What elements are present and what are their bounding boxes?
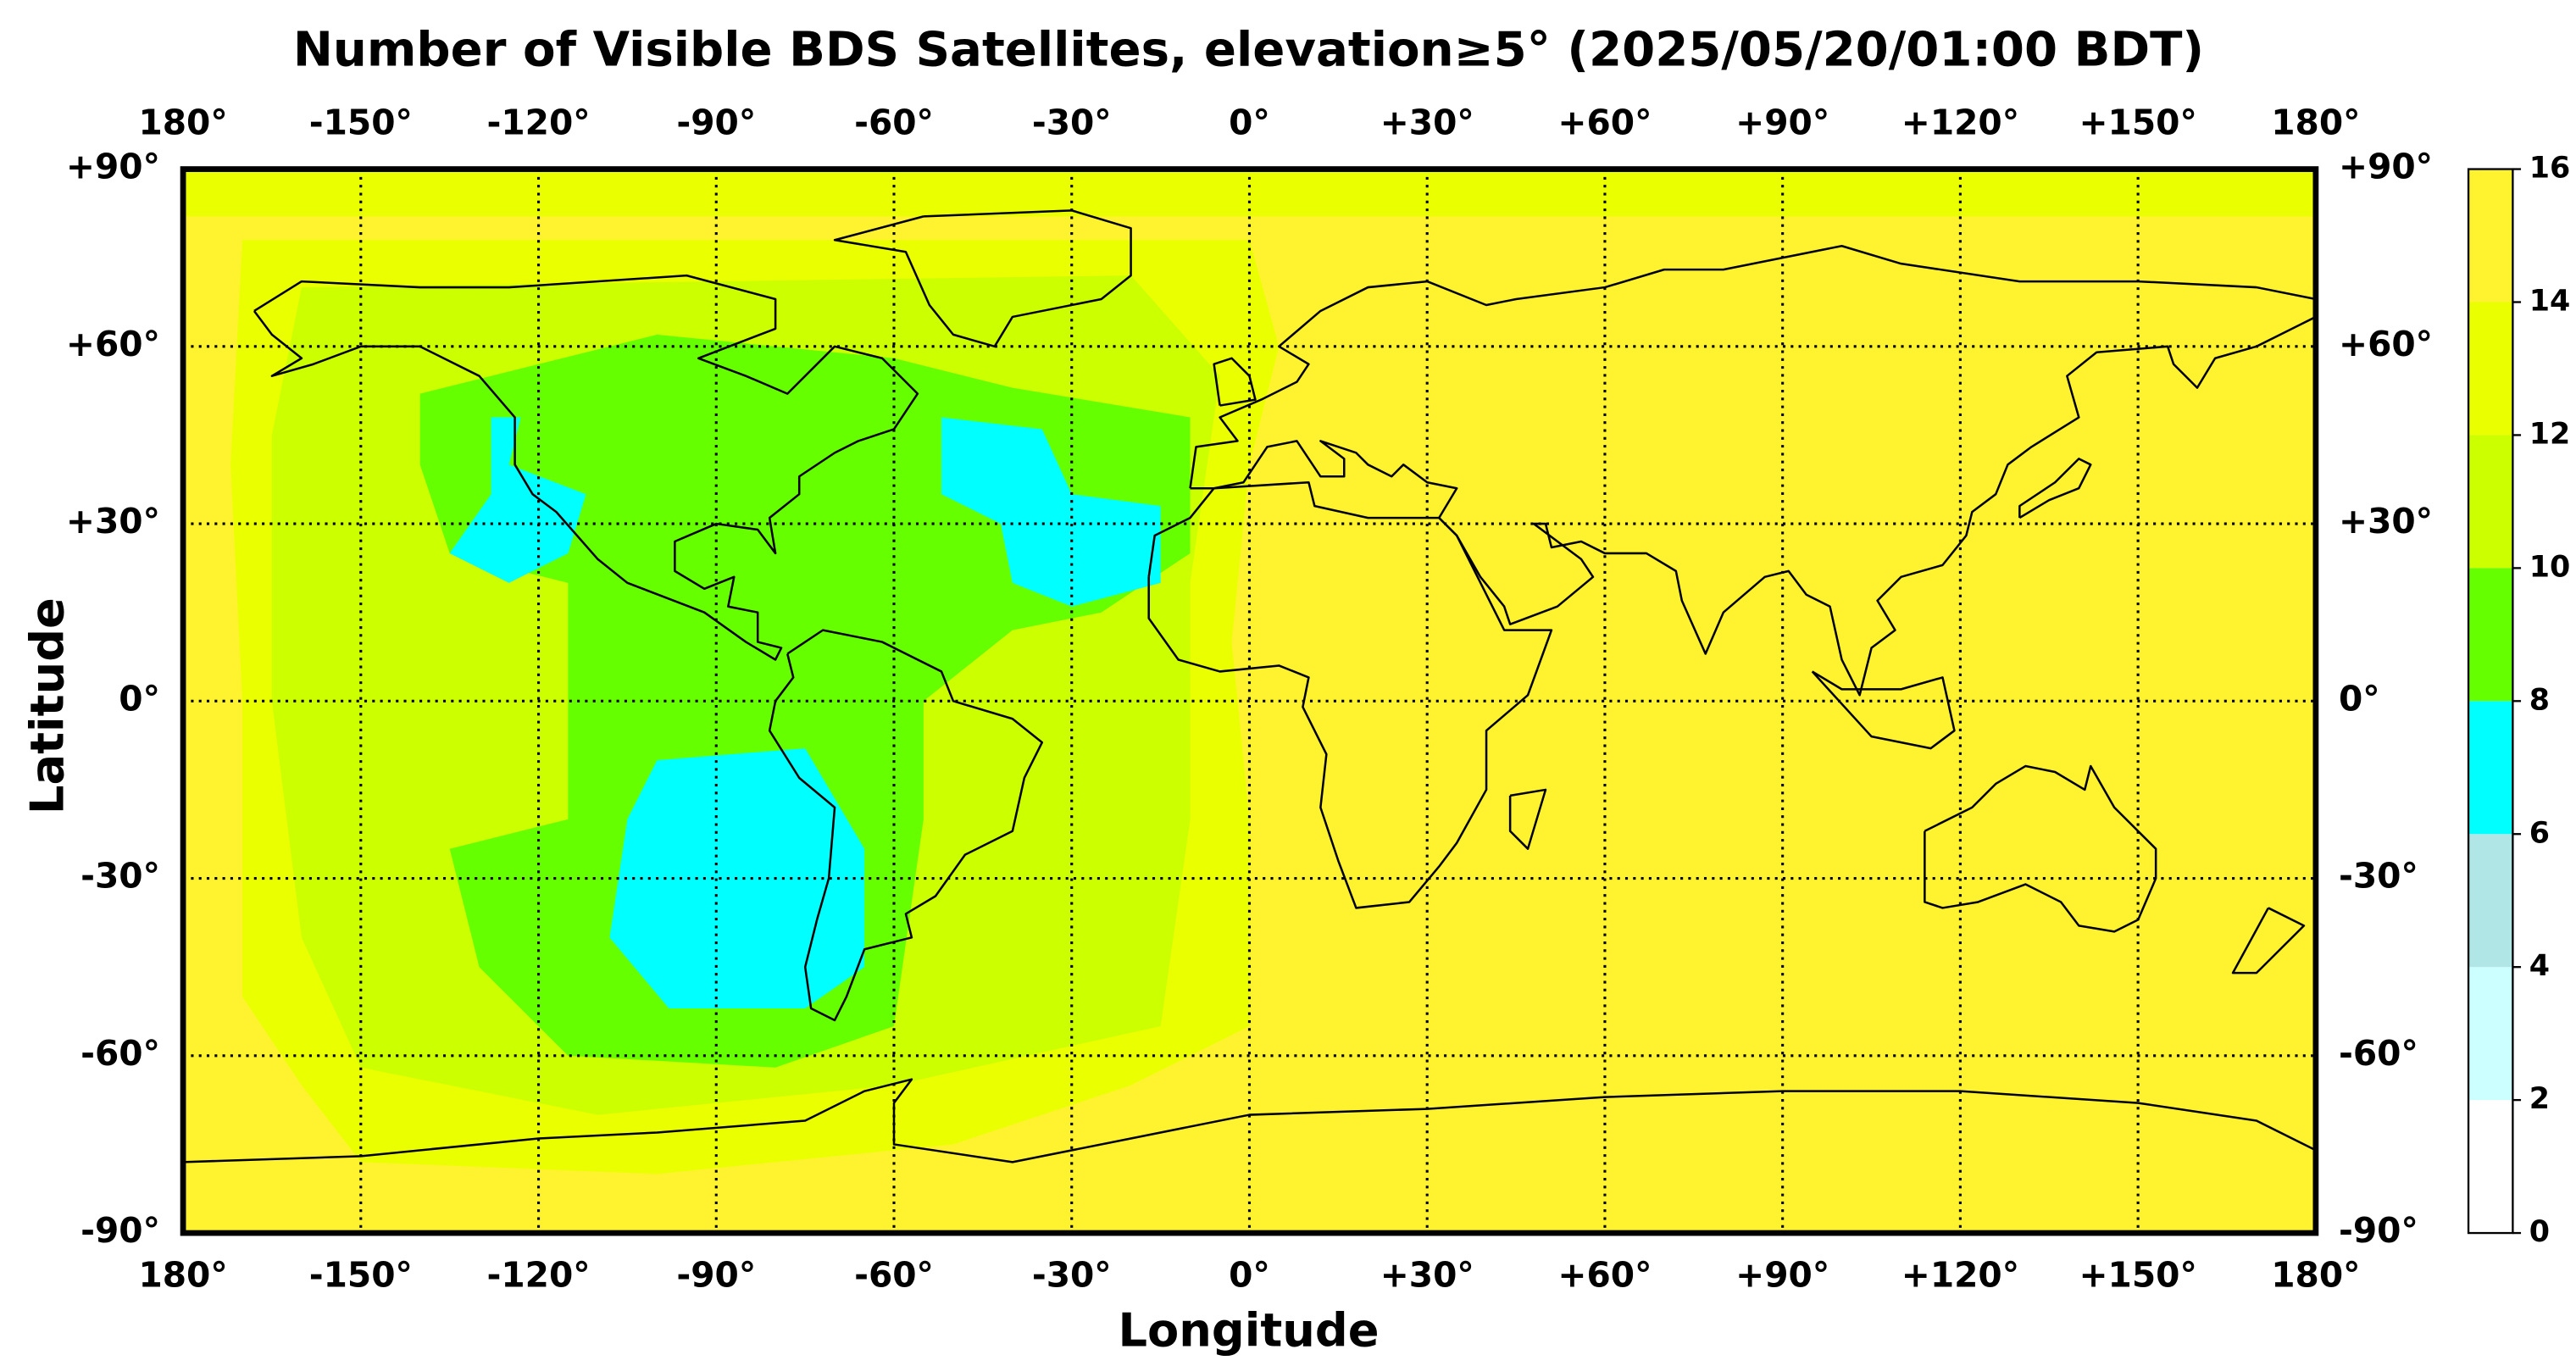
coastline xyxy=(183,1078,2317,1163)
colorbar-band xyxy=(2468,568,2513,702)
y-tick-label-right: -60° xyxy=(2339,1033,2418,1074)
x-tick-label-top: +30° xyxy=(1380,102,1474,142)
coastline xyxy=(2018,458,2092,519)
y-tick-label-left: +30° xyxy=(66,501,160,541)
x-tick-label-top: +60° xyxy=(1557,102,1652,142)
colorbar-tick-label: 6 xyxy=(2529,816,2550,850)
colorbar-band xyxy=(2468,169,2513,303)
y-tick-label-right: 0° xyxy=(2339,678,2380,719)
x-tick-label-bottom: 0° xyxy=(1229,1254,1270,1295)
y-axis-label: Latitude xyxy=(20,597,74,814)
x-axis-label: Longitude xyxy=(1118,1303,1379,1357)
colorbar-tick-label: 8 xyxy=(2529,683,2550,717)
colorbar-band xyxy=(2468,1100,2513,1234)
graticule xyxy=(183,169,2316,1234)
x-tick-label-top: -90° xyxy=(676,102,756,142)
x-tick-label-bottom: 180° xyxy=(2271,1254,2360,1295)
x-tick-label-top: 180° xyxy=(138,102,227,142)
coastline xyxy=(1213,357,1257,407)
x-tick-label-top: -60° xyxy=(854,102,934,142)
colorbar-tick-label: 16 xyxy=(2529,152,2571,186)
x-tick-label-top: +150° xyxy=(2079,102,2196,142)
y-tick-label-left: -30° xyxy=(80,856,160,897)
y-tick-label-left: 0° xyxy=(119,678,160,719)
x-tick-label-bottom: +30° xyxy=(1380,1254,1474,1295)
x-tick-label-top: +120° xyxy=(1901,102,2019,142)
coastline xyxy=(253,274,919,661)
x-tick-label-bottom: +90° xyxy=(1735,1254,1829,1295)
x-tick-label-bottom: -30° xyxy=(1032,1254,1112,1295)
coverage-region xyxy=(941,417,1161,607)
x-tick-label-bottom: +60° xyxy=(1557,1254,1652,1295)
colorbar-tick-label: 2 xyxy=(2529,1082,2550,1116)
x-tick-label-top: 180° xyxy=(2271,102,2360,142)
x-tick-label-bottom: -60° xyxy=(854,1254,934,1295)
coastline xyxy=(1508,788,1547,850)
colorbar: 0 2 4 6 8 10 12 14 16 xyxy=(2467,152,2571,1249)
coastline xyxy=(1190,315,2317,697)
colorbar-tick-label: 12 xyxy=(2529,417,2571,451)
x-tick-label-bottom: -120° xyxy=(486,1254,590,1295)
coverage-region xyxy=(183,169,2316,217)
x-tick-label-bottom: -150° xyxy=(309,1254,413,1295)
colorbar-band xyxy=(2468,701,2513,835)
colorbar-band xyxy=(2468,967,2513,1101)
x-tick-label-top: -120° xyxy=(486,102,590,142)
coverage-region xyxy=(449,417,586,583)
x-tick-label-bottom: 180° xyxy=(138,1254,227,1295)
y-tick-label-right: -90° xyxy=(2339,1210,2418,1251)
y-tick-label-right: +90° xyxy=(2339,147,2433,187)
y-tick-label-left: +60° xyxy=(66,324,160,364)
y-tick-label-right: -30° xyxy=(2339,856,2418,897)
y-tick-label-left: -60° xyxy=(80,1033,160,1074)
x-tick-label-top: -150° xyxy=(309,102,413,142)
y-tick-label-right: +60° xyxy=(2339,324,2433,364)
colorbar-band xyxy=(2468,435,2513,569)
title: Number of Visible BDS Satellites, elevat… xyxy=(293,23,2204,78)
colorbar-tick-label: 10 xyxy=(2529,550,2571,584)
coastline xyxy=(1147,480,1553,909)
colorbar-band xyxy=(2468,302,2513,436)
y-tick-label-left: +90° xyxy=(66,147,160,187)
x-tick-label-bottom: -90° xyxy=(676,1254,756,1295)
x-tick-label-top: -30° xyxy=(1032,102,1112,142)
colorbar-tick-label: 0 xyxy=(2529,1215,2550,1249)
x-tick-label-top: +90° xyxy=(1735,102,1829,142)
x-tick-label-bottom: +120° xyxy=(1901,1254,2019,1295)
coastline xyxy=(2231,907,2306,975)
x-tick-label-top: 0° xyxy=(1229,102,1270,142)
colorbar-tick-label: 14 xyxy=(2529,285,2571,319)
x-tick-label-bottom: +150° xyxy=(2079,1254,2196,1295)
coastline xyxy=(1924,764,2157,933)
coastlines xyxy=(183,209,2317,1163)
colorbar-band xyxy=(2468,834,2513,968)
y-tick-label-left: -90° xyxy=(80,1210,160,1251)
y-tick-label-right: +30° xyxy=(2339,501,2433,541)
coastline xyxy=(768,629,1044,1022)
map-frame xyxy=(180,166,2319,1236)
coastline xyxy=(1811,670,1956,750)
colorbar-tick-label: 4 xyxy=(2529,949,2550,983)
